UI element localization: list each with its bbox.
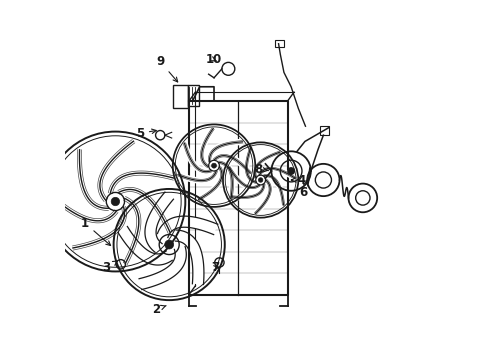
Polygon shape — [206, 139, 242, 162]
Polygon shape — [106, 169, 175, 194]
Polygon shape — [157, 216, 217, 238]
Polygon shape — [118, 226, 172, 265]
Text: 6: 6 — [299, 180, 307, 199]
Polygon shape — [199, 127, 215, 169]
Text: 1: 1 — [81, 216, 110, 246]
Polygon shape — [177, 170, 218, 183]
Polygon shape — [121, 195, 142, 266]
Polygon shape — [50, 194, 120, 225]
Polygon shape — [75, 150, 108, 212]
Polygon shape — [218, 160, 234, 199]
Text: 9: 9 — [156, 55, 177, 82]
Polygon shape — [252, 150, 280, 179]
Text: 7: 7 — [211, 261, 220, 274]
Circle shape — [164, 240, 173, 249]
Circle shape — [286, 167, 294, 175]
Polygon shape — [175, 230, 203, 284]
Polygon shape — [227, 166, 260, 190]
Bar — [274, 40, 284, 47]
Polygon shape — [72, 206, 128, 252]
Text: 10: 10 — [205, 53, 222, 66]
Polygon shape — [263, 174, 285, 205]
Polygon shape — [139, 247, 186, 289]
Polygon shape — [144, 192, 173, 252]
Circle shape — [111, 197, 120, 206]
Circle shape — [258, 178, 263, 182]
Circle shape — [211, 163, 216, 168]
Polygon shape — [212, 153, 252, 175]
Polygon shape — [197, 166, 224, 202]
Text: 5: 5 — [135, 127, 156, 140]
Polygon shape — [244, 147, 256, 184]
Polygon shape — [230, 184, 265, 200]
Polygon shape — [253, 178, 272, 215]
Bar — [319, 126, 328, 135]
Text: 4: 4 — [291, 174, 305, 186]
Text: 2: 2 — [152, 303, 166, 316]
Text: 3: 3 — [102, 261, 117, 274]
Polygon shape — [257, 166, 295, 180]
Polygon shape — [182, 143, 212, 174]
Polygon shape — [96, 138, 136, 203]
Bar — [172, 85, 187, 108]
Polygon shape — [117, 185, 174, 234]
Bar — [187, 85, 199, 106]
Text: 8: 8 — [254, 163, 268, 176]
